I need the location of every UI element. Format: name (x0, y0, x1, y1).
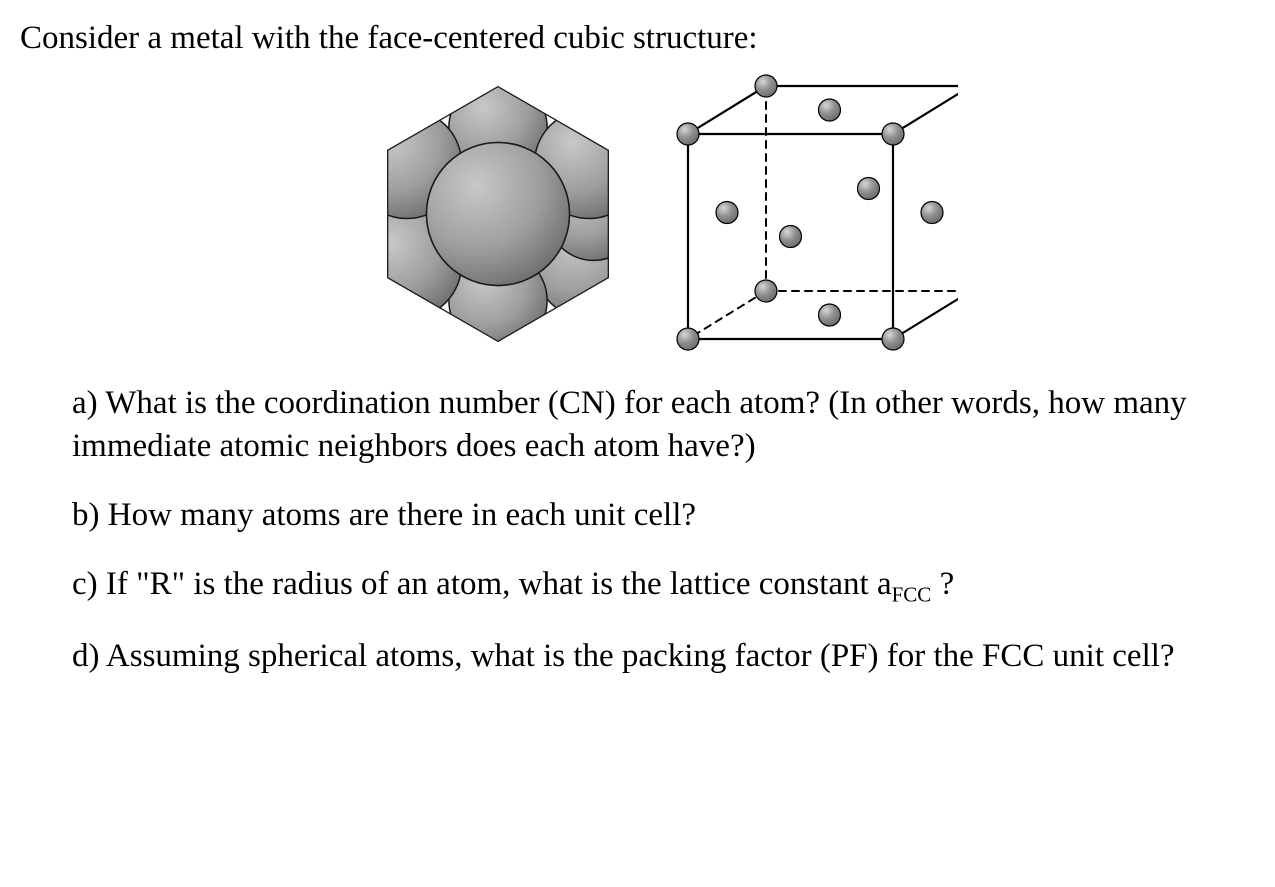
page: Consider a metal with the face-centered … (0, 0, 1275, 887)
question-c-post: ? (931, 566, 954, 602)
question-a: a) What is the coordination number (CN) … (72, 382, 1255, 468)
questions: a) What is the coordination number (CN) … (20, 382, 1255, 677)
question-d: d) Assuming spherical atoms, what is the… (72, 635, 1255, 678)
question-b: b) How many atoms are there in each unit… (72, 494, 1255, 537)
question-c-pre: c) If "R" is the radius of an atom, what… (72, 566, 892, 602)
intro-text: Consider a metal with the face-centered … (20, 18, 1255, 59)
question-c: c) If "R" is the radius of an atom, what… (72, 563, 1255, 609)
question-c-sub: FCC (892, 583, 932, 607)
fcc-diagram-svg (318, 69, 958, 359)
fcc-figure (20, 69, 1255, 364)
